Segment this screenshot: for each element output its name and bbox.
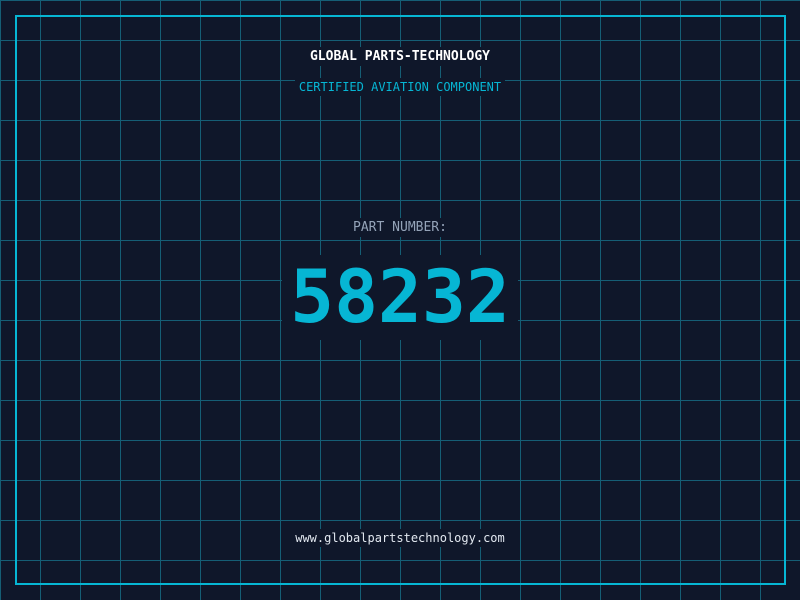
part-label-text: PART NUMBER:: [349, 218, 451, 237]
brand-text: GLOBAL PARTS-TECHNOLOGY: [305, 47, 494, 66]
website-text[interactable]: www.globalpartstechnology.com: [291, 529, 509, 547]
part-number-value: 58232: [282, 255, 518, 340]
subtitle-text: CERTIFIED AVIATION COMPONENT: [294, 78, 506, 96]
part-number-label: PART NUMBER:: [0, 218, 800, 237]
border-frame: [15, 15, 786, 585]
brand-title: GLOBAL PARTS-TECHNOLOGY: [0, 47, 800, 66]
subtitle: CERTIFIED AVIATION COMPONENT: [0, 78, 800, 96]
part-number: 58232: [0, 255, 800, 340]
website-link[interactable]: www.globalpartstechnology.com: [0, 529, 800, 547]
